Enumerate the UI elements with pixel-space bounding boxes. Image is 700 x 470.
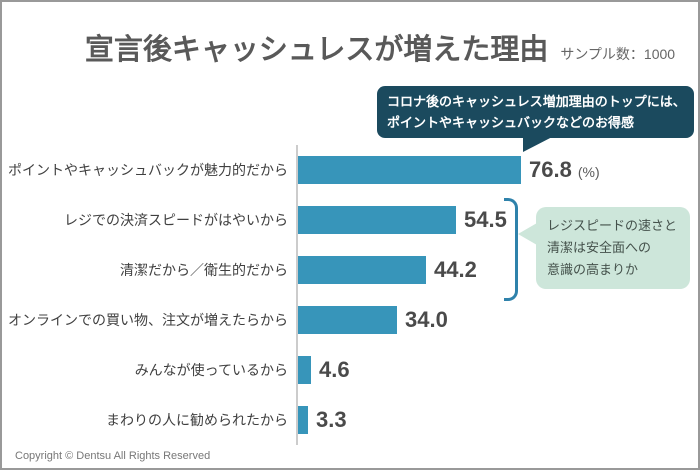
- value-number: 4.6: [319, 357, 350, 382]
- value-label: 76.8 (%): [529, 157, 600, 183]
- chart-row: 清潔だから／衛生的だから 44.2: [2, 245, 698, 295]
- category-label: オンラインでの買い物、注文が増えたらから: [8, 312, 288, 328]
- copyright-text: Copyright © Dentsu All Rights Reserved: [15, 450, 211, 462]
- bar-track: 34.0: [296, 295, 698, 345]
- bar-track: 76.8 (%): [296, 145, 698, 195]
- bar: [298, 356, 311, 384]
- bar: [298, 306, 397, 334]
- bar-track: 4.6: [296, 345, 698, 395]
- category-label: ポイントやキャッシュバックが魅力的だから: [8, 162, 288, 178]
- value-number: 3.3: [316, 407, 347, 432]
- top-annotation-line-2: ポイントやキャッシュバックなどのお得感: [387, 115, 635, 130]
- value-label: 44.2: [434, 257, 477, 283]
- header: 宣言後キャッシュレスが増えた理由 サンプル数：1000: [62, 26, 698, 68]
- chart-row: オンラインでの買い物、注文が増えたらから 34.0: [2, 295, 698, 345]
- side-annotation-bubble: レジスピードの速さと 清潔は安全面への 意識の高まりか: [536, 207, 690, 289]
- bar: [298, 156, 521, 184]
- value-number: 34.0: [405, 307, 448, 332]
- bar: [298, 206, 456, 234]
- bar: [298, 406, 308, 434]
- side-annotation-line-3: 意識の高まりか: [547, 262, 639, 277]
- top-annotation-line-1: コロナ後のキャッシュレス増加理由のトップには、: [387, 94, 686, 109]
- top-annotation-tail: [523, 135, 556, 152]
- value-label: 54.5: [464, 207, 507, 233]
- side-annotation-tail: [518, 223, 537, 245]
- bar-chart: ポイントやキャッシュバックが魅力的だから 76.8 (%) レジでの決済スピードがはや…: [2, 145, 698, 445]
- unit-suffix: (%): [577, 164, 600, 180]
- value-label: 4.6: [319, 357, 350, 383]
- value-number: 54.5: [464, 207, 507, 232]
- value-label: 34.0: [405, 307, 448, 333]
- side-annotation-line-2: 清潔は安全面への: [547, 240, 652, 255]
- chart-row: ポイントやキャッシュバックが魅力的だから 76.8 (%): [2, 145, 698, 195]
- category-label: 清潔だから／衛生的だから: [120, 262, 288, 278]
- value-number: 76.8: [529, 157, 572, 182]
- page-title: 宣言後キャッシュレスが増えた理由: [84, 34, 549, 66]
- category-label: まわりの人に勧められたから: [106, 412, 288, 428]
- category-label: レジでの決済スピードがはやいから: [64, 212, 288, 228]
- chart-row: レジでの決済スピードがはやいから 54.5: [2, 195, 698, 245]
- chart-row: まわりの人に勧められたから 3.3: [2, 395, 698, 445]
- category-label: みんなが使っているから: [134, 362, 288, 378]
- grouping-bracket: [504, 198, 518, 301]
- sample-size-label: サンプル数：1000: [560, 46, 676, 62]
- side-annotation-line-1: レジスピードの速さと: [547, 218, 678, 233]
- value-label: 3.3: [316, 407, 347, 433]
- bar-track: 44.2: [296, 245, 698, 295]
- bar-track: 54.5: [296, 195, 698, 245]
- bar-track: 3.3: [296, 395, 698, 445]
- bar: [298, 256, 426, 284]
- value-number: 44.2: [434, 257, 477, 282]
- top-annotation-bubble: コロナ後のキャッシュレス増加理由のトップには、 ポイントやキャッシュバックなどの…: [377, 86, 694, 138]
- chart-row: みんなが使っているから 4.6: [2, 345, 698, 395]
